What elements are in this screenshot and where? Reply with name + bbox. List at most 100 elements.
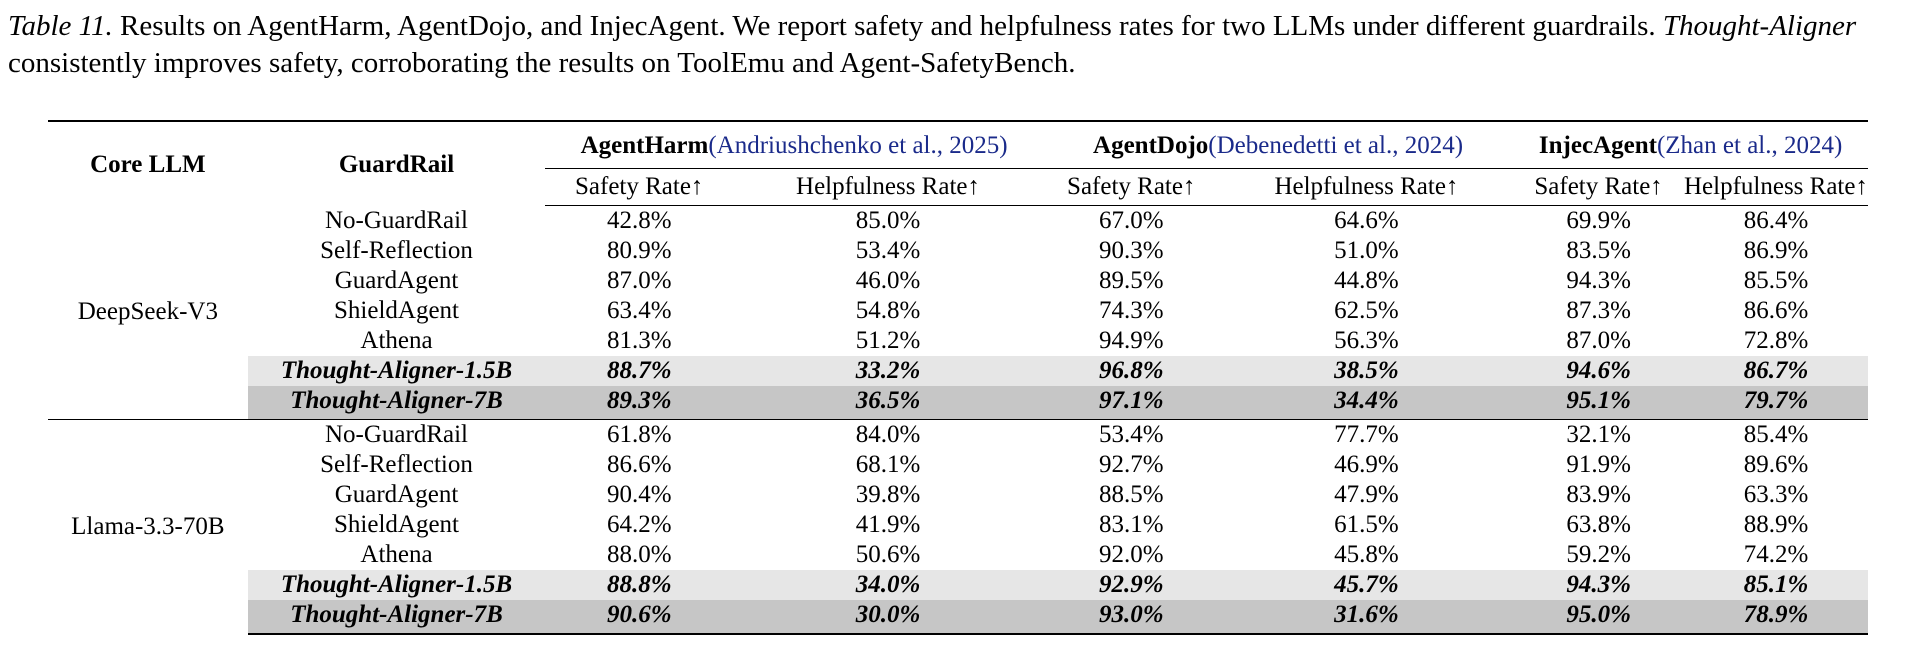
value-cell: 88.9% bbox=[1743, 511, 1809, 538]
value-cell: 86.4% bbox=[1743, 207, 1809, 234]
guardrail-name: Thought-Aligner-1.5B bbox=[247, 356, 546, 386]
header-safety-rate: Safety Rate↑ bbox=[1513, 168, 1684, 206]
value-cell: 68.1% bbox=[855, 451, 921, 478]
table-row-highlighted: Thought-Aligner-1.5B 88.7% 33.2% 96.8% 3… bbox=[48, 356, 1868, 386]
table-row: Athena 81.3% 51.2% 94.9% 56.3% 87.0% 72.… bbox=[48, 326, 1868, 356]
citation[interactable]: (Debenedetti et al., 2024) bbox=[1208, 132, 1464, 159]
header-helpfulness-rate: Helpfulness Rate↑ bbox=[733, 168, 1043, 206]
value-cell: 79.7% bbox=[1683, 386, 1868, 420]
table-row: Self-Reflection 86.6% 68.1% 92.7% 46.9% … bbox=[48, 450, 1868, 480]
value-cell: 88.7% bbox=[545, 356, 734, 386]
value-cell: 39.8% bbox=[855, 481, 921, 508]
value-cell: 46.0% bbox=[855, 267, 921, 294]
value-cell: 95.1% bbox=[1513, 386, 1684, 420]
value-cell: 94.3% bbox=[1513, 570, 1684, 600]
value-cell: 32.1% bbox=[1513, 419, 1684, 450]
value-cell: 87.3% bbox=[1566, 297, 1631, 324]
value-cell: 38.5% bbox=[1219, 356, 1514, 386]
value-cell: 89.6% bbox=[1743, 451, 1809, 478]
value-cell: 59.2% bbox=[1566, 541, 1631, 568]
value-cell: 64.2% bbox=[606, 511, 672, 538]
value-cell: 97.1% bbox=[1042, 386, 1220, 420]
value-cell: 87.0% bbox=[606, 267, 672, 294]
value-cell: 46.9% bbox=[1334, 451, 1399, 478]
value-cell: 74.2% bbox=[1743, 541, 1809, 568]
guardrail-name: No-GuardRail bbox=[247, 419, 546, 450]
guardrail-name: Self-Reflection bbox=[320, 451, 473, 478]
value-cell: 87.0% bbox=[1566, 327, 1631, 354]
header-helpfulness-rate: Helpfulness Rate↑ bbox=[1219, 168, 1514, 206]
group-deepseek-v3: DeepSeek-V3 No-GuardRail 42.8% 85.0% 67.… bbox=[48, 205, 1868, 420]
value-cell: 95.0% bbox=[1513, 600, 1684, 635]
value-cell: 90.4% bbox=[606, 481, 672, 508]
value-cell: 69.9% bbox=[1566, 207, 1631, 234]
value-cell: 84.0% bbox=[733, 419, 1043, 450]
value-cell: 63.3% bbox=[1743, 481, 1809, 508]
value-cell: 96.8% bbox=[1042, 356, 1220, 386]
guardrail-name: No-GuardRail bbox=[324, 206, 469, 234]
value-cell: 51.0% bbox=[1334, 237, 1399, 264]
group-llama-3-3-70b: Llama-3.3-70B No-GuardRail 61.8% 84.0% 5… bbox=[48, 419, 1868, 635]
value-cell: 61.8% bbox=[545, 419, 734, 450]
value-cell: 85.5% bbox=[1743, 267, 1809, 294]
caption-text-1: Results on AgentHarm, AgentDojo, and Inj… bbox=[112, 10, 1663, 42]
value-cell: 83.1% bbox=[1098, 511, 1164, 538]
value-cell: 90.6% bbox=[545, 600, 734, 635]
header-helpfulness-rate: Helpfulness Rate↑ bbox=[1683, 168, 1868, 206]
value-cell: 41.9% bbox=[855, 511, 921, 538]
caption-label: Table 11. bbox=[8, 10, 113, 42]
header-safety-rate: Safety Rate↑ bbox=[1042, 168, 1220, 206]
value-cell: 53.4% bbox=[1042, 419, 1220, 450]
value-cell: 86.7% bbox=[1683, 356, 1868, 386]
value-cell: 83.5% bbox=[1566, 237, 1631, 264]
value-cell: 34.0% bbox=[733, 570, 1043, 600]
value-cell: 88.8% bbox=[545, 570, 734, 600]
value-cell: 44.8% bbox=[1334, 267, 1399, 294]
value-cell: 63.4% bbox=[606, 297, 672, 324]
value-cell: 63.8% bbox=[1566, 511, 1631, 538]
guardrail-name: Athena bbox=[360, 541, 433, 568]
header-benchmark-agentharm: AgentHarm(Andriushchenko et al., 2025) bbox=[545, 120, 1043, 169]
value-cell: 90.3% bbox=[1098, 237, 1164, 264]
value-cell: 94.6% bbox=[1513, 356, 1684, 386]
guardrail-name: ShieldAgent bbox=[334, 297, 459, 324]
value-cell: 36.5% bbox=[733, 386, 1043, 420]
value-cell: 72.8% bbox=[1743, 327, 1809, 354]
value-cell: 88.0% bbox=[606, 541, 672, 568]
value-cell: 33.2% bbox=[733, 356, 1043, 386]
value-cell: 74.3% bbox=[1098, 297, 1164, 324]
value-cell: 77.7% bbox=[1219, 419, 1514, 450]
value-cell: 85.4% bbox=[1683, 419, 1868, 450]
benchmark-name: AgentDojo bbox=[1093, 132, 1209, 159]
guardrail-name: GuardAgent bbox=[334, 267, 459, 294]
value-cell: 94.3% bbox=[1566, 267, 1631, 294]
guardrail-name: Thought-Aligner-7B bbox=[247, 600, 546, 635]
value-cell: 86.6% bbox=[606, 451, 672, 478]
value-cell: 88.5% bbox=[1098, 481, 1164, 508]
table-row: Self-Reflection 80.9% 53.4% 90.3% 51.0% … bbox=[48, 236, 1868, 266]
caption-method-name: Thought-Aligner bbox=[1662, 10, 1857, 42]
results-table: Core LLM GuardRail AgentHarm(Andriushche… bbox=[48, 120, 1868, 635]
guardrail-name: GuardAgent bbox=[334, 481, 459, 508]
value-cell: 83.9% bbox=[1566, 481, 1631, 508]
table-row: DeepSeek-V3 No-GuardRail 42.8% 85.0% 67.… bbox=[48, 205, 1868, 420]
benchmark-name: InjecAgent bbox=[1538, 132, 1657, 159]
value-cell: 34.4% bbox=[1219, 386, 1514, 420]
value-cell: 89.3% bbox=[545, 386, 734, 420]
value-cell: 45.8% bbox=[1334, 541, 1399, 568]
header-core-llm: Core LLM bbox=[48, 120, 248, 206]
caption-text-2: consistently improves safety, corroborat… bbox=[8, 47, 1076, 79]
value-cell: 78.9% bbox=[1683, 600, 1868, 635]
header-benchmark-agentdojo: AgentDojo(Debenedetti et al., 2024) bbox=[1042, 120, 1514, 169]
guardrail-name: ShieldAgent bbox=[334, 511, 459, 538]
table-caption: Table 11. Results on AgentHarm, AgentDoj… bbox=[8, 8, 1908, 82]
value-cell: 54.8% bbox=[855, 297, 921, 324]
citation[interactable]: (Zhan et al., 2024) bbox=[1656, 132, 1843, 159]
guardrail-name: Self-Reflection bbox=[320, 237, 473, 264]
table-row: Llama-3.3-70B No-GuardRail 61.8% 84.0% 5… bbox=[48, 419, 1868, 634]
citation[interactable]: (Andriushchenko et al., 2025) bbox=[708, 132, 1008, 159]
value-cell: 45.7% bbox=[1219, 570, 1514, 600]
value-cell: 53.4% bbox=[855, 237, 921, 264]
value-cell: 51.2% bbox=[855, 327, 921, 354]
